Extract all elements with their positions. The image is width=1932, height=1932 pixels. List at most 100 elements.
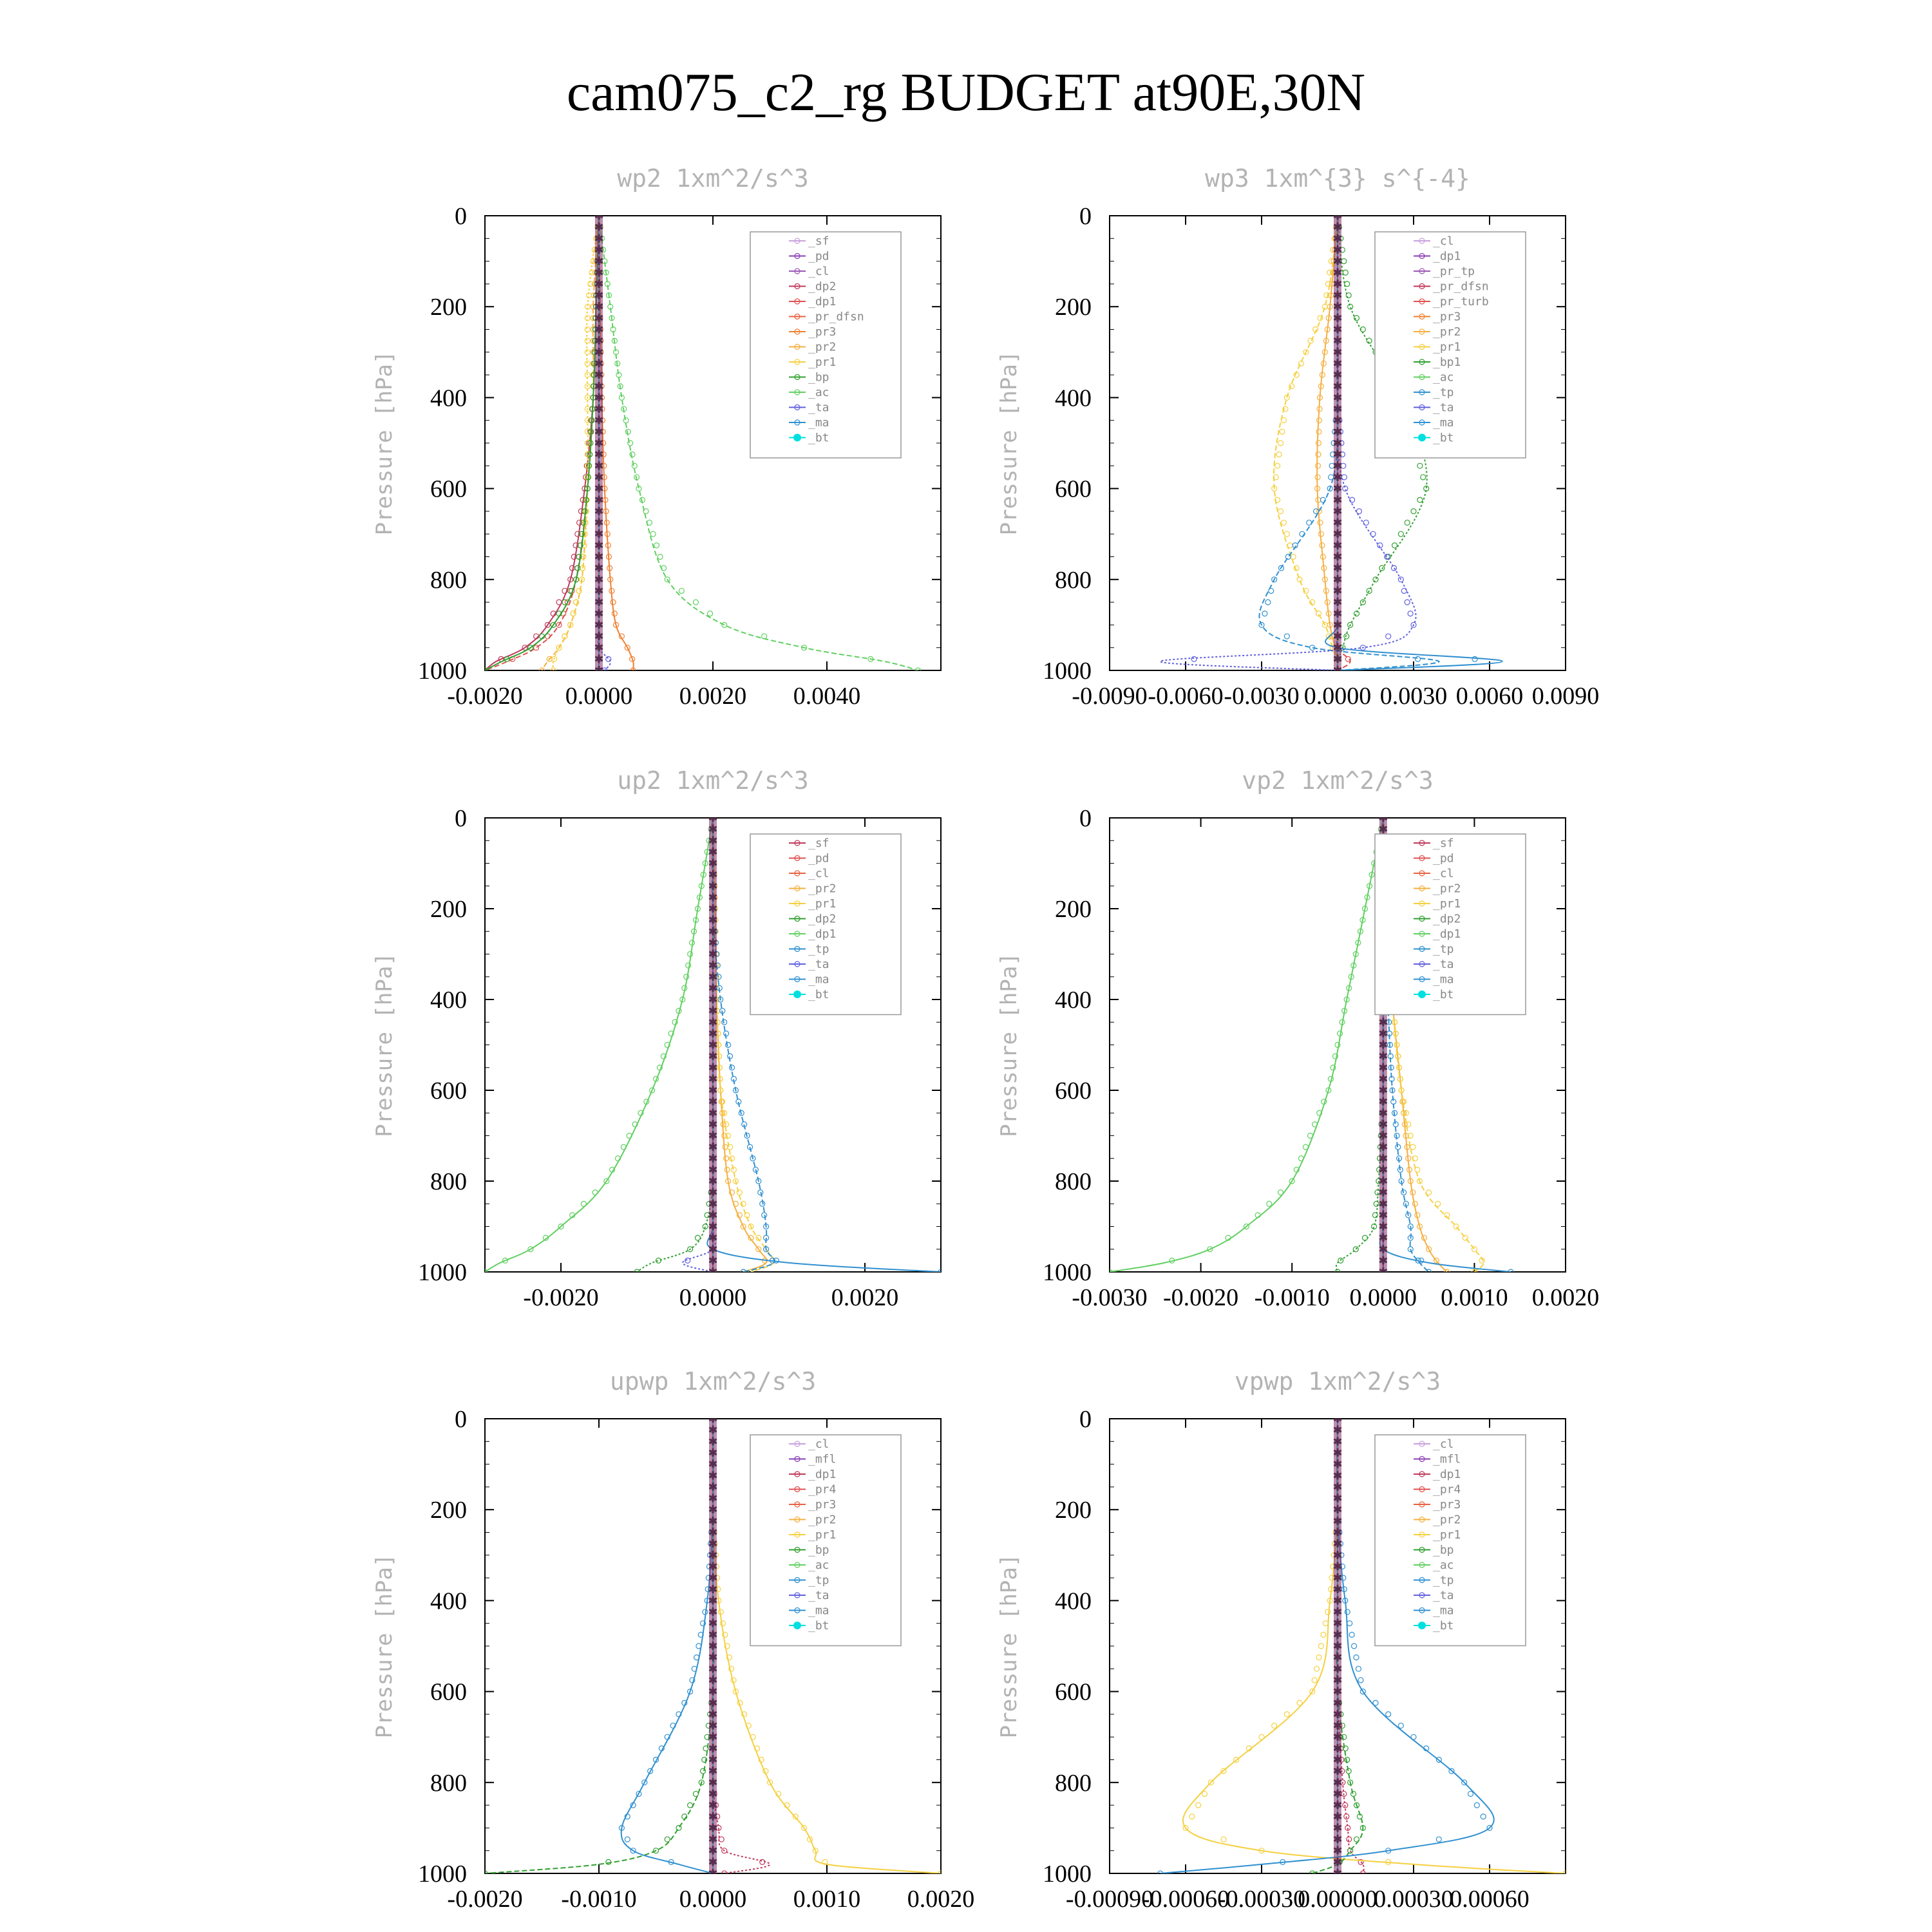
series-marker	[1342, 269, 1349, 276]
series-marker	[1346, 985, 1352, 991]
series-line	[485, 216, 600, 670]
legend-marker	[793, 1622, 801, 1629]
zero-profile-marker: ✱	[708, 902, 717, 916]
legend-label: _sf	[808, 837, 829, 850]
series-marker	[1324, 326, 1331, 333]
series-marker	[584, 326, 591, 333]
legend-marker	[1418, 990, 1426, 998]
series-marker	[578, 531, 585, 537]
series-marker	[1385, 1859, 1392, 1865]
series-marker	[1347, 1779, 1354, 1786]
y-tick-label: 1000	[418, 1861, 467, 1888]
zero-profile-marker: ✱	[1332, 459, 1342, 473]
series-marker	[584, 349, 591, 355]
y-tick-label: 400	[430, 987, 467, 1014]
zero-profile-marker: ✱	[708, 1685, 717, 1699]
series-marker	[1371, 1223, 1378, 1230]
series-marker	[1307, 337, 1314, 344]
series-marker	[1346, 1836, 1352, 1842]
series-marker	[728, 1155, 735, 1162]
zero-profile-marker: ✱	[1378, 1050, 1388, 1063]
legend-marker	[794, 870, 800, 876]
y-axis-label: Pressure [hPa]	[996, 952, 1022, 1137]
zero-profile-marker: ✱	[708, 1050, 717, 1063]
series-marker	[1410, 621, 1417, 629]
series-marker	[570, 611, 576, 617]
series-marker	[611, 337, 618, 344]
series-marker	[643, 508, 649, 515]
legend-label: _ma	[1433, 416, 1454, 430]
series-marker	[1342, 1597, 1349, 1604]
series-marker	[723, 1030, 730, 1037]
series-marker	[658, 1745, 665, 1752]
legend-marker	[1419, 328, 1425, 335]
series-marker	[759, 1200, 766, 1207]
series-marker	[542, 1235, 549, 1241]
series-marker	[585, 474, 592, 480]
series-marker	[1255, 1212, 1261, 1218]
legend-label: _tp	[1433, 943, 1454, 956]
zero-profile-marker: ✱	[1332, 607, 1342, 621]
zero-profile-marker: ✱	[1332, 357, 1342, 370]
zero-profile-marker: ✱	[594, 607, 603, 621]
y-tick-label: 800	[430, 567, 467, 594]
zero-profile-marker: ✱	[1378, 1061, 1388, 1075]
series-marker	[1307, 1132, 1314, 1139]
series-marker	[647, 1768, 654, 1774]
zero-profile-marker: ✱	[1378, 1231, 1388, 1245]
legend-marker	[1419, 1441, 1425, 1447]
series-marker	[664, 1836, 670, 1842]
legend-label: _cl	[1433, 867, 1454, 880]
legend-label: _cl	[808, 265, 829, 278]
series-marker	[630, 1802, 636, 1808]
zero-profile-marker: ✱	[1332, 1742, 1342, 1756]
legend-label: _bp1	[1433, 355, 1461, 369]
series-marker	[1394, 1041, 1400, 1048]
series-marker	[1347, 1620, 1353, 1627]
zero-profile-marker: ✱	[708, 1583, 717, 1596]
legend-marker	[794, 389, 800, 395]
series-marker	[1328, 1586, 1334, 1593]
x-tick-label: 0.00030	[1374, 1886, 1454, 1913]
zero-profile-marker: ✱	[1378, 1163, 1388, 1177]
x-tick-label: -0.0020	[447, 1886, 522, 1913]
series-marker	[1414, 656, 1421, 662]
y-tick-label: 0	[1079, 1406, 1092, 1433]
series-marker	[1189, 1814, 1195, 1820]
series-marker	[1370, 531, 1376, 537]
y-tick-label: 1000	[418, 1259, 467, 1286]
legend-marker	[794, 328, 800, 335]
series-marker	[726, 1053, 734, 1059]
legend-label: _pr4	[1433, 1483, 1461, 1497]
series-marker	[685, 1257, 691, 1264]
series-marker	[601, 667, 608, 670]
zero-profile-marker: ✱	[594, 551, 603, 564]
y-tick-label: 400	[1055, 987, 1092, 1014]
series-marker	[584, 485, 591, 492]
zero-profile-marker: ✱	[1332, 1810, 1342, 1824]
series-marker	[1343, 633, 1350, 639]
series-marker	[1182, 1824, 1189, 1831]
series-marker	[1317, 519, 1323, 526]
series-marker	[1320, 360, 1327, 367]
x-tick-label: 0.0000	[1350, 1284, 1417, 1311]
zero-profile-marker: ✱	[708, 1118, 717, 1132]
zero-profile-marker: ✱	[1332, 1412, 1342, 1426]
zero-profile-marker: ✱	[594, 323, 603, 337]
series-marker	[1364, 894, 1370, 900]
x-tick-label: 0.0020	[907, 1886, 975, 1913]
x-tick-label: -0.00030	[1218, 1886, 1305, 1913]
series-marker	[576, 587, 582, 594]
series-marker	[1397, 576, 1404, 583]
series-marker	[1395, 1144, 1401, 1150]
series-marker	[609, 315, 615, 321]
series-marker	[740, 1223, 746, 1230]
panel-title: up2 1xm^2/s^3	[617, 766, 808, 795]
series-marker	[800, 645, 808, 651]
legend-marker	[1419, 1501, 1425, 1508]
series-marker	[1327, 485, 1333, 492]
series-marker	[1385, 633, 1392, 639]
series-marker	[616, 372, 622, 378]
y-tick-label: 800	[1055, 1770, 1092, 1797]
series-marker	[1471, 1246, 1477, 1253]
